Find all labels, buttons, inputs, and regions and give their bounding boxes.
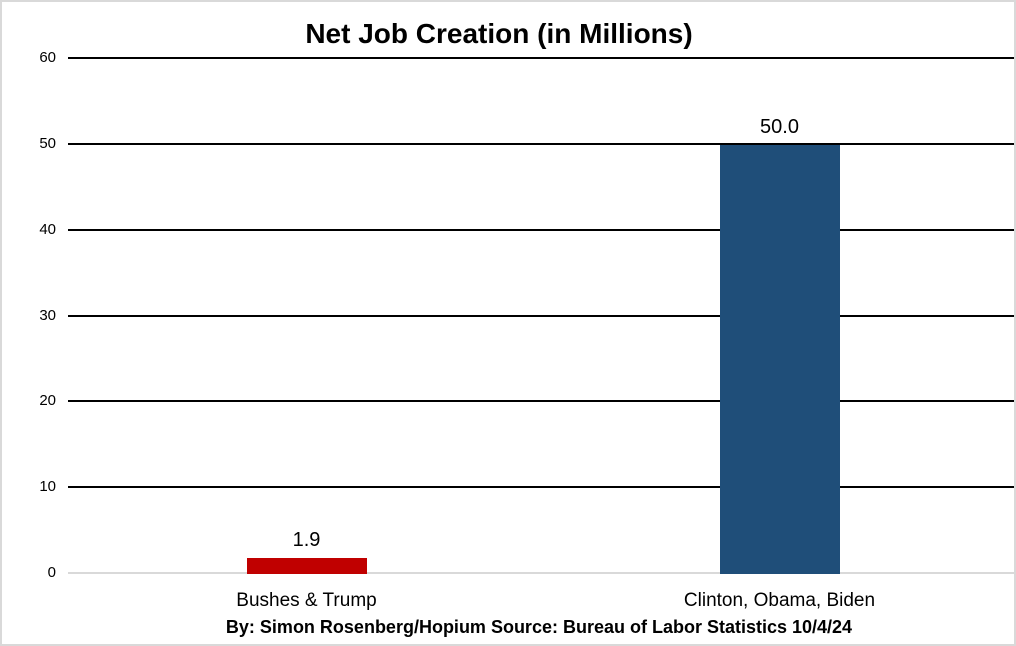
gridline-y10 — [68, 486, 1014, 489]
chart-footer: By: Simon Rosenberg/Hopium Source: Burea… — [225, 617, 853, 637]
gridline-y40 — [68, 228, 1014, 231]
gridline-y20 — [68, 400, 1014, 403]
bar-bushes-trump — [246, 558, 367, 574]
chart-title: Net Job Creation (in Millions) — [305, 18, 693, 49]
ytick-label-50: 50 — [39, 134, 56, 152]
ytick-label-60: 60 — [39, 49, 56, 66]
baseline-y0 — [68, 572, 1014, 574]
value-label-bushes-trump: 1.9 — [292, 529, 321, 551]
ytick-label-20: 20 — [39, 392, 56, 410]
ytick-label-40: 40 — [39, 220, 56, 238]
ytick-label-0: 0 — [47, 564, 56, 581]
bar-clinton-obama-biden — [719, 145, 840, 574]
gridline-y50 — [68, 142, 1014, 145]
ytick-label-30: 30 — [39, 306, 56, 324]
category-label-clinton-obama-biden: Clinton, Obama, Biden — [683, 590, 876, 611]
gridline-y60 — [68, 57, 1014, 59]
ytick-label-10: 10 — [39, 478, 56, 496]
category-label-bushes-trump: Bushes & Trump — [236, 590, 377, 611]
gridline-y30 — [68, 314, 1014, 317]
value-label-clinton-obama-biden: 50.0 — [760, 116, 799, 138]
